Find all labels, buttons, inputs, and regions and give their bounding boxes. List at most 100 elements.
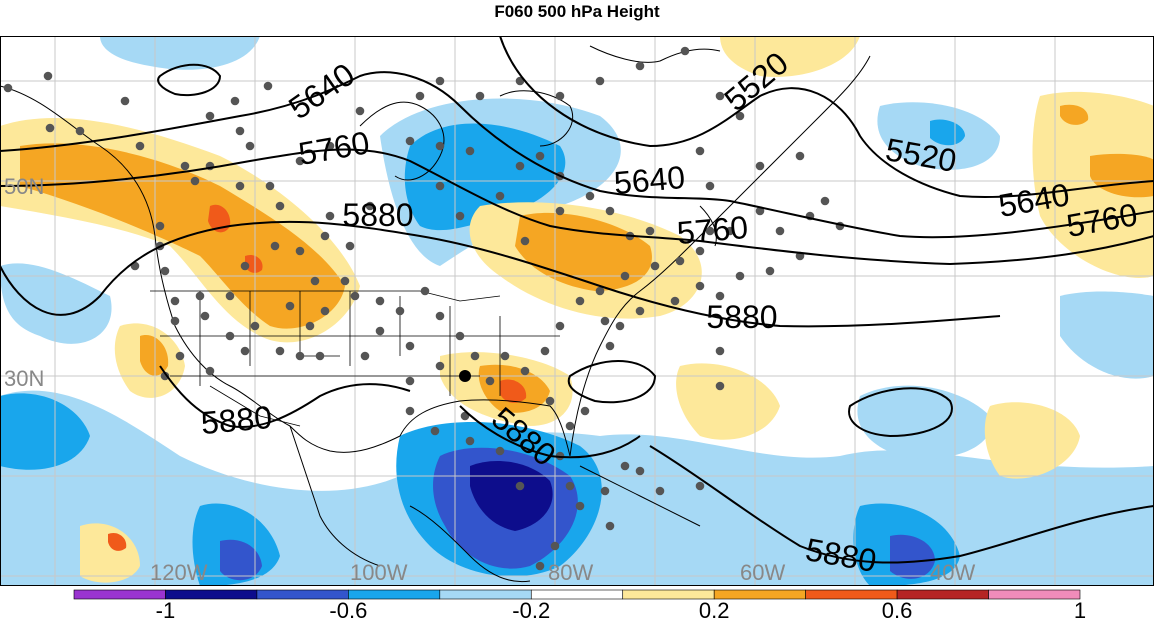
station-dot (466, 437, 475, 446)
station-dot (181, 162, 190, 171)
station-dot (251, 322, 260, 331)
station-dot (521, 367, 530, 376)
contour-label-group: 5880 (704, 299, 780, 335)
station-dot (821, 197, 830, 206)
station-dot (436, 77, 445, 86)
station-dot (501, 352, 510, 361)
station-dot (236, 182, 245, 191)
station-dot (466, 147, 475, 156)
station-dot (601, 487, 610, 496)
station-dot (44, 72, 53, 81)
station-dot (226, 332, 235, 341)
station-dot (416, 92, 425, 101)
station-dot (406, 342, 415, 351)
colorbar-tick-label: -1 (156, 598, 176, 624)
station-dot (576, 502, 585, 511)
station-dot (796, 152, 805, 161)
station-dot (551, 542, 560, 551)
lat-label-50n: 50N (4, 174, 44, 199)
station-dot (4, 84, 13, 93)
station-dot (696, 282, 705, 291)
station-dot (541, 347, 550, 356)
station-dot (376, 327, 385, 336)
colorbar-swatch (74, 590, 165, 599)
station-dot (651, 262, 660, 271)
station-dot (716, 382, 725, 391)
contour-label: 5880 (199, 399, 273, 441)
colorbar-swatch (165, 590, 256, 599)
station-dot (581, 407, 590, 416)
contour-label-group: 5880 (340, 197, 416, 233)
station-dot (766, 267, 775, 276)
station-dot (596, 77, 605, 86)
colorbar-tick-label: 0.2 (699, 598, 730, 624)
station-dot (536, 152, 545, 161)
station-dot (706, 182, 715, 191)
station-dot (546, 397, 555, 406)
station-dot (566, 422, 575, 431)
station-dot (521, 237, 530, 246)
station-dot (321, 232, 330, 241)
map-panel: 5520552056405640564057605760576058805880… (0, 36, 1154, 586)
station-dot (486, 377, 495, 386)
station-dot (296, 352, 305, 361)
station-dot (421, 287, 430, 296)
station-dot (271, 242, 280, 251)
contour-label-group: 5760 (673, 209, 752, 251)
station-dot (576, 297, 585, 306)
contour-label: 5880 (342, 197, 413, 233)
colorbar-tick-label: 1 (1074, 598, 1086, 624)
station-dot (616, 322, 625, 331)
station-dot (436, 182, 445, 191)
station-dot (406, 407, 415, 416)
station-dot (196, 292, 205, 301)
station-dot (536, 562, 545, 571)
station-dot (201, 312, 210, 321)
station-dot (636, 307, 645, 316)
colorbar-tick-label: 0.6 (882, 598, 913, 624)
station-dot (556, 322, 565, 331)
lon-label-80w: 80W (548, 560, 593, 585)
station-dot (311, 277, 320, 286)
contour-label: 5640 (612, 159, 686, 201)
station-dot (556, 92, 565, 101)
lat-label-30n: 30N (4, 366, 44, 391)
station-dot (316, 352, 325, 361)
station-dot (496, 447, 505, 456)
station-dot (171, 297, 180, 306)
station-dot (226, 292, 235, 301)
station-dot (606, 342, 615, 351)
station-dot (321, 307, 330, 316)
station-dot (341, 277, 350, 286)
station-dot (431, 427, 440, 436)
contour-label-group: 5640 (610, 159, 689, 201)
station-dot (276, 347, 285, 356)
station-dot (681, 47, 690, 56)
station-dot (191, 177, 200, 186)
station-dot (266, 182, 275, 191)
station-dot (356, 107, 365, 116)
lon-label-100w: 100W (350, 560, 408, 585)
station-dot (776, 227, 785, 236)
station-dot (556, 207, 565, 216)
station-dot (286, 302, 295, 311)
station-dot (246, 142, 255, 151)
station-dot (516, 482, 525, 491)
station-dot (361, 352, 370, 361)
station-dot (306, 322, 315, 331)
lon-label-60w: 60W (740, 560, 785, 585)
map-title: F060 500 hPa Height (0, 2, 1154, 22)
station-dot (716, 347, 725, 356)
station-dot (171, 317, 180, 326)
station-dot (346, 242, 355, 251)
station-dot (696, 482, 705, 491)
station-dot (676, 257, 685, 266)
station-dot (396, 307, 405, 316)
station-dot (471, 352, 480, 361)
colorbar-tick-label: -0.6 (329, 598, 367, 624)
station-dot (121, 97, 130, 106)
contour-label: 5880 (706, 299, 777, 335)
station-dot (671, 297, 680, 306)
station-dot (696, 147, 705, 156)
station-dot (606, 522, 615, 531)
